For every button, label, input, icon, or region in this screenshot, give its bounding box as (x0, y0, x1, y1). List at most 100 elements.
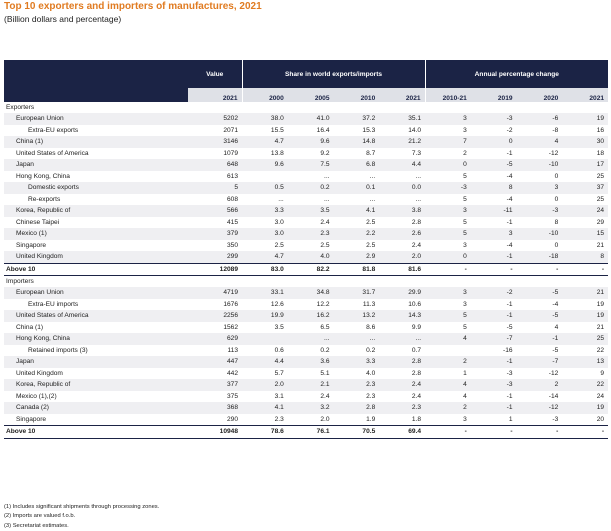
total-cell: - (470, 262, 517, 276)
total-cell: 10948 (188, 425, 242, 439)
table-cell: 608 (226, 195, 238, 203)
table-row: Re-exports 608............ 5 -4 0 25 (4, 194, 608, 206)
table-cell: -1 (470, 251, 517, 263)
row-label: European Union (4, 113, 188, 125)
table-cell: 1.8 (411, 415, 422, 423)
table-cell: 8.7 (366, 149, 376, 157)
table-cell: 3.5 (287, 205, 334, 217)
table-cell: 7.5 (287, 159, 334, 171)
row-label: Canada (2) (4, 402, 188, 414)
table-cell (242, 171, 288, 183)
table-cell: 4719 (188, 287, 242, 299)
table-cell: -4 (506, 241, 513, 249)
header-change: Annual percentage change (424, 60, 609, 88)
table-cell: 2071 (223, 126, 238, 134)
total-label: Above 10 (4, 262, 188, 276)
table-cell: 2.6 (379, 228, 426, 240)
table-cell: 3 (463, 300, 467, 308)
table-cell: 10.6 (408, 300, 422, 308)
table-row: Singapore 350 2.5 2.5 2.5 2.4 3 -4 0 21 (4, 240, 608, 252)
table-cell: 2.5 (366, 241, 376, 249)
header-year: 2005 (287, 88, 334, 102)
table-cell: 379 (188, 228, 242, 240)
table-cell: 5 (463, 323, 467, 331)
header-value: Value (188, 60, 242, 88)
row-label: Domestic exports (4, 182, 188, 194)
table-cell: 0 (554, 172, 559, 180)
table-cell: -3 (470, 113, 517, 125)
total-cell: - (562, 262, 609, 276)
table-cell: 22 (596, 346, 605, 354)
table-cell: 2.1 (287, 379, 334, 391)
row-label: China (1) (4, 136, 188, 148)
table-cell: 5 (188, 182, 242, 194)
table-cell: 2.4 (320, 392, 330, 400)
table-cell: 290 (226, 415, 238, 423)
table-cell: -3 (552, 415, 559, 423)
table-cell: 14.3 (379, 310, 426, 322)
table-cell: 4.1 (242, 402, 288, 414)
table-cell: 37.2 (333, 113, 380, 125)
table-cell: 2.3 (274, 415, 284, 423)
row-label: United Kingdom (16, 369, 63, 377)
table-cell: -1 (506, 149, 513, 157)
table-cell: 2.3 (379, 402, 426, 414)
table-cell: 5.7 (274, 369, 284, 377)
table-cell: 8 (562, 251, 609, 263)
table-cell: 375 (226, 392, 238, 400)
table-cell: 3 (463, 126, 467, 134)
table-cell: 34.8 (287, 287, 334, 299)
total-row: Above 10 12089 83.0 82.2 81.8 81.6- - - - (4, 262, 609, 276)
total-cell: 81.6 (379, 262, 426, 276)
table-cell: 3.1 (274, 392, 284, 400)
row-label: Korea, Republic of (4, 379, 188, 391)
table-cell: 3 (425, 287, 471, 299)
header-row-years: 2021 2000 2005 2010 2021 2010-21 2019 20… (4, 88, 609, 102)
table-cell: -11 (470, 205, 517, 217)
table-cell: 2.5 (274, 241, 284, 249)
row-label: Retained imports (3) (28, 346, 88, 354)
table-cell: 13.8 (270, 149, 284, 157)
table-cell: 3 (425, 113, 471, 125)
table-cell: 8.6 (366, 323, 376, 331)
table-cell: 3.6 (287, 356, 334, 368)
table-row: European Union 5202 38.0 41.0 37.2 35.1 3 -3 -6 1… (4, 113, 609, 125)
table-cell: ... (324, 195, 330, 203)
header-year: 2000 (241, 88, 288, 102)
table-row: Korea, Republic of 377 2.0 2.1 2.3 2.4 4 -3 2 22 (4, 379, 609, 391)
row-label: Chinese Taipei (16, 218, 60, 226)
table-cell: 16.2 (287, 310, 334, 322)
table-cell: 4.7 (242, 136, 288, 148)
table-cell: 5 (463, 195, 467, 203)
table-cell: 4.0 (287, 251, 334, 263)
table-cell: 19 (562, 310, 609, 322)
row-label: China (1) (16, 323, 44, 331)
table-cell: 2.3 (366, 392, 376, 400)
table-cell: 24 (596, 392, 605, 400)
table-cell: -1 (506, 392, 513, 400)
table-cell: 0.6 (274, 346, 284, 354)
table-cell: 299 (188, 251, 242, 263)
row-label: Japan (4, 159, 188, 171)
table-cell: 3146 (188, 136, 242, 148)
table-cell: -1 (506, 218, 513, 226)
page-subtitle: (Billion dollars and percentage) (4, 14, 122, 24)
total-cell: 78.6 (242, 425, 288, 439)
table-cell: 4.4 (379, 159, 426, 171)
table-cell: -5 (516, 310, 563, 322)
table-cell: 377 (188, 379, 242, 391)
table-cell: 9.2 (320, 149, 330, 157)
table-cell: 2.0 (242, 379, 288, 391)
table-cell: 25 (596, 195, 605, 203)
total-cell: 82.2 (287, 262, 334, 276)
table-cell: 3.0 (242, 228, 288, 240)
table-cell: -3 (425, 182, 471, 194)
table-cell: 19 (562, 402, 609, 414)
header-share: Share in world exports/imports (241, 60, 426, 88)
table-cell: 22 (562, 379, 609, 391)
table-cell: 2 (516, 379, 563, 391)
table-cell: -5 (552, 346, 559, 354)
row-label: United States of America (4, 310, 188, 322)
table-cell: 19.9 (242, 310, 288, 322)
table-cell: 6.8 (333, 159, 380, 171)
